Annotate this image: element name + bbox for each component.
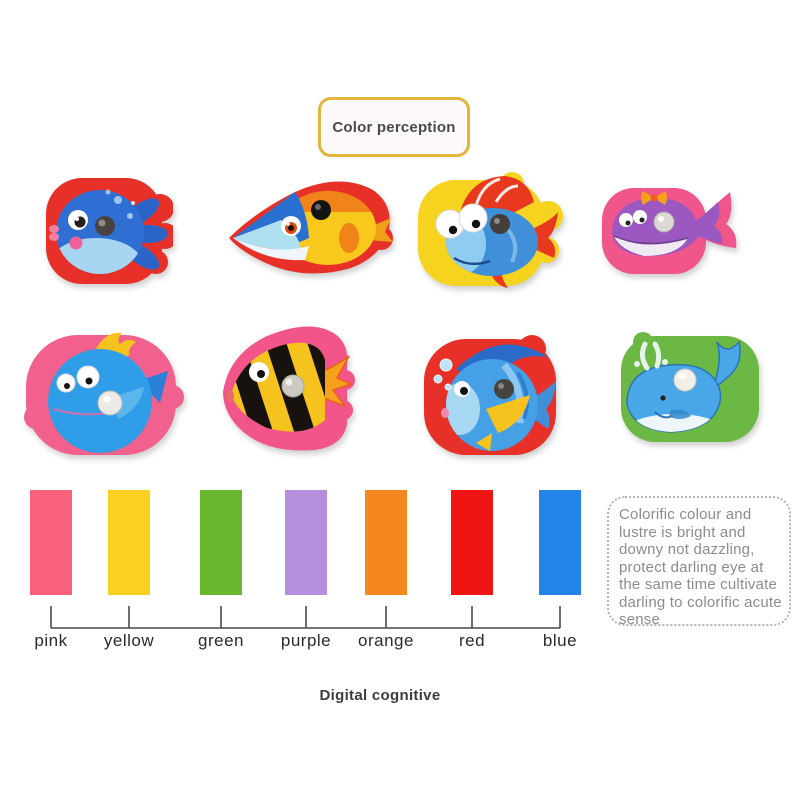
magnet-stud [95, 216, 115, 236]
label-purple: purple [280, 631, 332, 650]
swatch-pink [30, 490, 72, 595]
magnet-stud [281, 374, 305, 398]
swatch-red [451, 490, 493, 595]
swatch-bracket [50, 606, 561, 629]
toy-fish-blue-tang [424, 335, 556, 455]
badge-label: Color perception [332, 118, 456, 136]
label-orange: orange [358, 631, 414, 650]
magnet-stud [490, 214, 510, 234]
magnet-stud [311, 200, 331, 220]
magnet-stud [494, 379, 514, 399]
toy-fish-googly-eyes [418, 172, 563, 288]
label-blue: blue [542, 631, 578, 650]
swatch-blue [539, 490, 581, 595]
note-text: Colorific colour and lustre is bright an… [619, 506, 782, 628]
label-pink: pink [34, 631, 68, 650]
toy-whale-blue [621, 332, 759, 442]
label-red: red [458, 631, 486, 650]
swatch-orange [365, 490, 407, 595]
toy-fish-tropical-pointed [229, 181, 393, 274]
magnet-stud [97, 390, 123, 416]
toy-whale-purple [602, 188, 737, 274]
water-spout-icon [634, 341, 668, 371]
label-yellow: yellow [103, 631, 155, 650]
swatch-purple [285, 490, 327, 595]
toy-fish-blue-sunfish [46, 178, 173, 284]
digital-cognitive-caption: Digital cognitive [319, 687, 441, 704]
swatch-green [200, 490, 242, 595]
magnet-stud [673, 368, 697, 392]
swatch-yellow [108, 490, 150, 595]
bow-icon [641, 191, 667, 205]
bubbles [433, 358, 453, 391]
label-green: green [198, 631, 244, 650]
color-perception-badge: Color perception [318, 97, 470, 157]
toy-fish-pufferfish [24, 332, 184, 455]
color-benefit-note: Colorific colour and lustre is bright an… [607, 496, 791, 628]
magnet-stud [653, 211, 675, 233]
toy-fish-striped-angelfish [223, 326, 355, 451]
